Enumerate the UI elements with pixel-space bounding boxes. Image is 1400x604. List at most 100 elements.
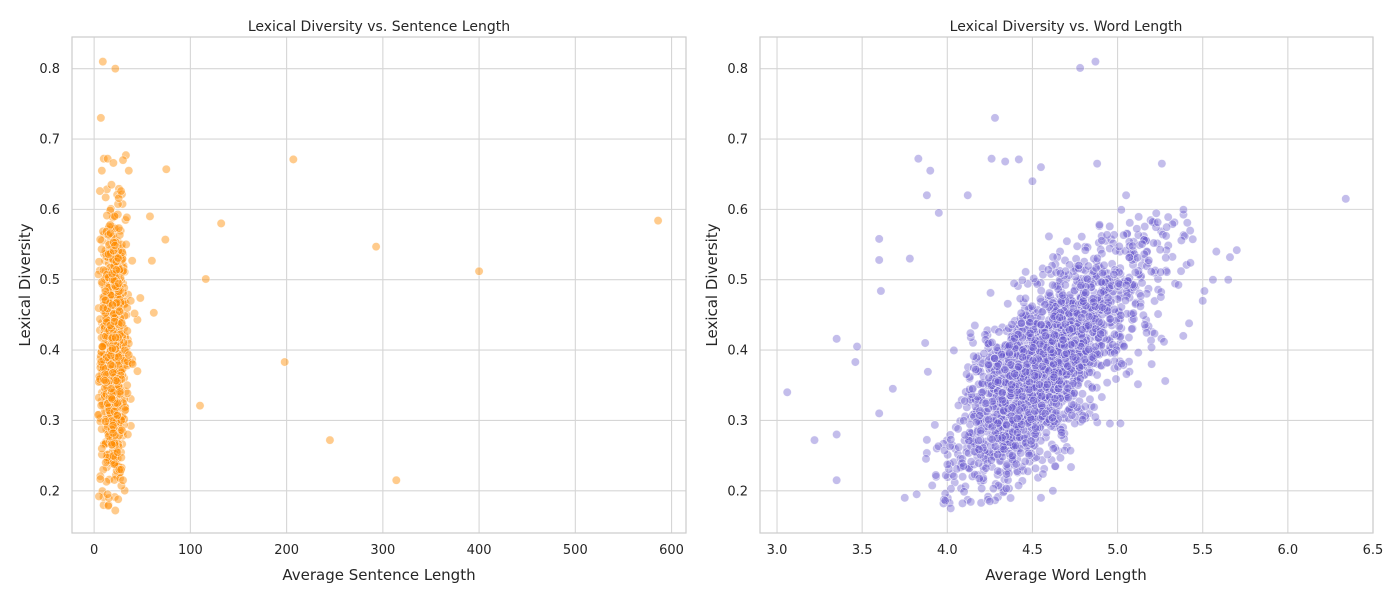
chart-word-length: Lexical Diversity vs. Word Length 3.0 3.5… (703, 19, 1383, 584)
scatter-point (1076, 280, 1086, 290)
scatter-point (953, 424, 963, 434)
scatter-point (1096, 288, 1106, 298)
scatter-point (118, 266, 128, 276)
scatter-point (1062, 348, 1072, 358)
scatter-point (850, 357, 860, 367)
scatter-point (966, 497, 976, 507)
y-tick-label: 0.8 (39, 62, 60, 77)
scatter-point (115, 230, 125, 240)
scatter-point (962, 369, 972, 379)
scatter-point (115, 330, 125, 340)
scatter-point (104, 249, 114, 259)
scatter-point (1084, 367, 1094, 377)
scatter-point (1188, 234, 1198, 244)
scatter-point (1087, 383, 1097, 393)
scatter-point (1173, 280, 1183, 290)
scatter-point (1063, 361, 1073, 371)
data-points (782, 57, 1351, 513)
scatter-point (1163, 212, 1173, 222)
scatter-point (98, 303, 108, 313)
scatter-point (122, 303, 132, 313)
scatter-point (161, 164, 171, 174)
scatter-point (988, 484, 998, 494)
scatter-point (1161, 253, 1171, 263)
scatter-point (107, 333, 117, 343)
scatter-point (959, 416, 969, 426)
scatter-point (971, 365, 981, 375)
scatter-point (940, 496, 950, 506)
scatter-point (949, 471, 959, 481)
scatter-point (1017, 318, 1027, 328)
scatter-point (98, 465, 108, 475)
scatter-point (1009, 278, 1019, 288)
scatter-point (1026, 414, 1036, 424)
scatter-point (1153, 309, 1163, 319)
scatter-point (1105, 419, 1115, 429)
scatter-point (1159, 337, 1169, 347)
scatter-point (114, 286, 124, 296)
y-tick-label: 0.5 (39, 273, 60, 288)
scatter-point (1160, 376, 1170, 386)
scatter-point (109, 308, 119, 318)
scatter-point (809, 435, 819, 445)
x-tick-label: 600 (659, 543, 684, 558)
scatter-point (116, 465, 126, 475)
scatter-point (942, 459, 952, 469)
x-tick-label: 0 (90, 543, 98, 558)
scatter-point (1020, 456, 1030, 466)
scatter-point (121, 150, 131, 160)
scatter-point (112, 410, 122, 420)
scatter-point (1110, 348, 1120, 358)
data-points (93, 57, 663, 515)
scatter-point (1003, 299, 1013, 309)
y-tick-label: 0.4 (39, 344, 60, 359)
scatter-point (117, 425, 127, 435)
scatter-point (1083, 261, 1093, 271)
scatter-point (992, 361, 1002, 371)
scatter-point (106, 360, 116, 370)
scatter-point (993, 377, 1003, 387)
scatter-point (1037, 307, 1047, 317)
scatter-point (984, 415, 994, 425)
scatter-point (1011, 459, 1021, 469)
scatter-point (958, 472, 968, 482)
scatter-point (1007, 380, 1017, 390)
scatter-point (114, 306, 124, 316)
scatter-point (1121, 369, 1131, 379)
x-axis-label: Average Word Length (985, 566, 1146, 584)
scatter-point (1049, 359, 1059, 369)
scatter-point (1020, 293, 1030, 303)
scatter-point (977, 483, 987, 493)
scatter-point (1044, 231, 1054, 241)
scatter-point (160, 235, 170, 245)
scatter-point (1176, 266, 1186, 276)
scatter-point (288, 154, 298, 164)
scatter-point (1065, 325, 1075, 335)
scatter-point (1014, 480, 1024, 490)
scatter-point (93, 410, 103, 420)
scatter-point (949, 345, 959, 355)
scatter-point (101, 192, 111, 202)
scatter-point (1102, 230, 1112, 240)
scatter-point (108, 158, 118, 168)
scatter-point (1048, 280, 1058, 290)
scatter-point (1055, 312, 1065, 322)
scatter-point (1116, 310, 1126, 320)
scatter-point (1092, 370, 1102, 380)
scatter-point (888, 384, 898, 394)
scatter-point (149, 308, 159, 318)
scatter-point (130, 308, 140, 318)
scatter-point (135, 293, 145, 303)
scatter-point (976, 426, 986, 436)
scatter-point (1094, 220, 1104, 230)
scatter-point (110, 505, 120, 515)
scatter-point (925, 166, 935, 176)
scatter-point (1007, 403, 1017, 413)
scatter-point (1014, 154, 1024, 164)
scatter-point (1156, 292, 1166, 302)
scatter-point (1065, 446, 1075, 456)
scatter-point (1067, 410, 1077, 420)
scatter-point (97, 444, 107, 454)
scatter-point (986, 288, 996, 298)
scatter-point (986, 455, 996, 465)
